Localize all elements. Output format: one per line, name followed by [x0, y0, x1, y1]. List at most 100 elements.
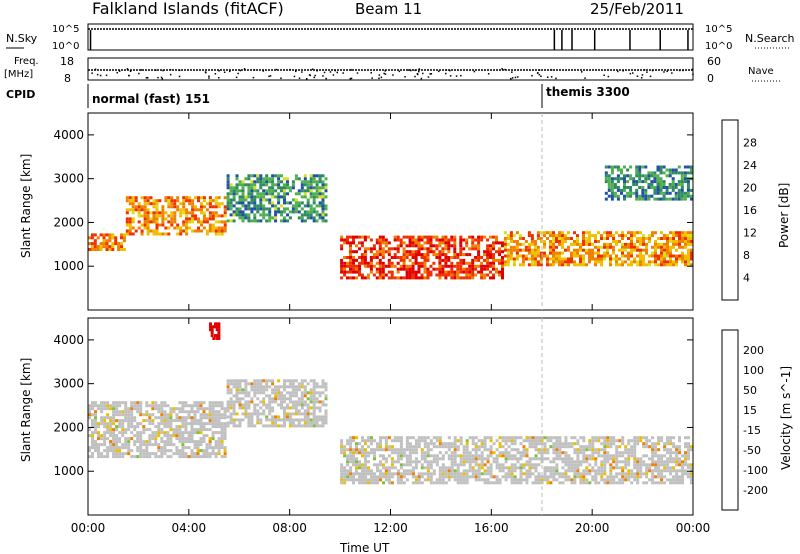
power-echo-cell [515, 245, 519, 249]
velocity-echo-cell [286, 403, 289, 407]
power-echo-cell [420, 276, 424, 280]
power-echo-cell [182, 205, 186, 209]
power-echo-cell [268, 207, 272, 211]
nave-dot [239, 69, 242, 72]
power-echo-cell [450, 273, 454, 277]
velocity-echo-cell [396, 436, 400, 440]
nave-dot [414, 75, 416, 78]
power-echo-cell [453, 256, 457, 259]
velocity-echo-cell [531, 439, 535, 443]
velocity-echo-cell [531, 445, 535, 449]
velocity-echo-cell [244, 394, 248, 398]
power-echo-cell [686, 194, 690, 198]
velocity-echo-cell [510, 439, 514, 443]
power-echo-cell [686, 171, 690, 175]
velocity-echo-cell [594, 475, 598, 479]
power-echo-cell [390, 276, 394, 280]
velocity-echo-cell [657, 466, 661, 470]
power-echo-cell [253, 180, 257, 184]
velocity-echo-cell [291, 400, 295, 404]
velocity-echo-cell [286, 379, 289, 383]
velocity-echo-cell [678, 451, 681, 455]
power-echo-cell [662, 186, 666, 189]
velocity-echo-cell [361, 466, 364, 470]
velocity-echo-cell [193, 419, 197, 423]
power-echo-cell [680, 180, 684, 184]
power-echo-cell [483, 250, 487, 254]
power-echo-cell [630, 263, 633, 267]
power-echo-cell [286, 207, 289, 211]
velocity-echo-cell [250, 412, 254, 416]
velocity-echo-cell [654, 451, 658, 455]
velocity-echo-cell [684, 472, 687, 476]
power-echo-cell [453, 247, 457, 251]
velocity-echo-cell [127, 407, 131, 411]
power-echo-cell [447, 250, 451, 254]
velocity-echo-cell [235, 397, 239, 401]
nave-dot [514, 76, 517, 79]
velocity-echo-cell [687, 436, 690, 440]
power-echo-cell [411, 250, 415, 254]
power-echo-cell [641, 191, 645, 195]
velocity-echo-cell [364, 472, 367, 476]
power-echo-cell [179, 202, 183, 206]
power-echo-cell [93, 233, 97, 237]
velocity-echo-cell [450, 475, 454, 479]
power-echo-cell [530, 248, 534, 252]
power-echo-cell [558, 254, 561, 258]
nave-dot [430, 73, 433, 75]
power-echo-cell [432, 250, 436, 254]
power-echo-cell [680, 171, 684, 175]
power-echo-cell [259, 195, 263, 199]
velocity-echo-cell [468, 475, 472, 479]
power-echo-cell [680, 188, 684, 192]
power-echo-cell [623, 174, 626, 178]
velocity-echo-cell [423, 451, 427, 455]
velocity-echo-cell [178, 455, 182, 459]
velocity-echo-cell [247, 382, 251, 386]
power-echo-cell [167, 205, 171, 209]
velocity-echo-cell [552, 466, 556, 470]
power-echo-cell [630, 242, 633, 246]
power-echo-cell [384, 264, 388, 268]
power-echo-cell [152, 220, 156, 224]
velocity-echo-cell [349, 469, 353, 473]
velocity-echo-cell [196, 422, 200, 426]
velocity-echo-cell [510, 457, 514, 461]
power-echo-cell [459, 270, 463, 274]
velocity-echo-cell [315, 382, 319, 386]
velocity-echo-cell [306, 415, 310, 419]
velocity-echo-cell [489, 451, 493, 455]
velocity-echo-cell [265, 388, 269, 392]
velocity-echo-cell [211, 419, 215, 423]
velocity-echo-cell [567, 475, 571, 479]
power-echo-cell [588, 240, 591, 243]
power-echo-cell [318, 195, 322, 199]
velocity-echo-cell [657, 436, 661, 440]
power-echo-cell [681, 231, 684, 235]
velocity-echo-cell [148, 419, 152, 423]
power-echo-cell [312, 198, 316, 202]
power-echo-cell [262, 180, 266, 184]
velocity-echo-cell [157, 431, 161, 435]
power-echo-cell [262, 183, 266, 187]
power-echo-cell [369, 258, 373, 262]
power-echo-cell [202, 226, 206, 230]
power-echo-cell [387, 241, 391, 245]
power-echo-cell [214, 202, 218, 206]
velocity-echo-cell [148, 455, 152, 459]
power-echo-cell [378, 258, 382, 262]
power-echo-cell [687, 254, 690, 258]
velocity-echo-cell [588, 481, 592, 485]
velocity-echo-cell [214, 455, 218, 459]
velocity-echo-cell [456, 481, 460, 485]
velocity-echo-cell [346, 460, 350, 464]
power-echo-cell [450, 267, 454, 271]
power-echo-cell [414, 270, 418, 274]
velocity-echo-cell [312, 415, 316, 419]
velocity-echo-cell [642, 436, 646, 440]
velocity-echo-cell [624, 478, 628, 482]
power-echo-cell [288, 216, 292, 220]
